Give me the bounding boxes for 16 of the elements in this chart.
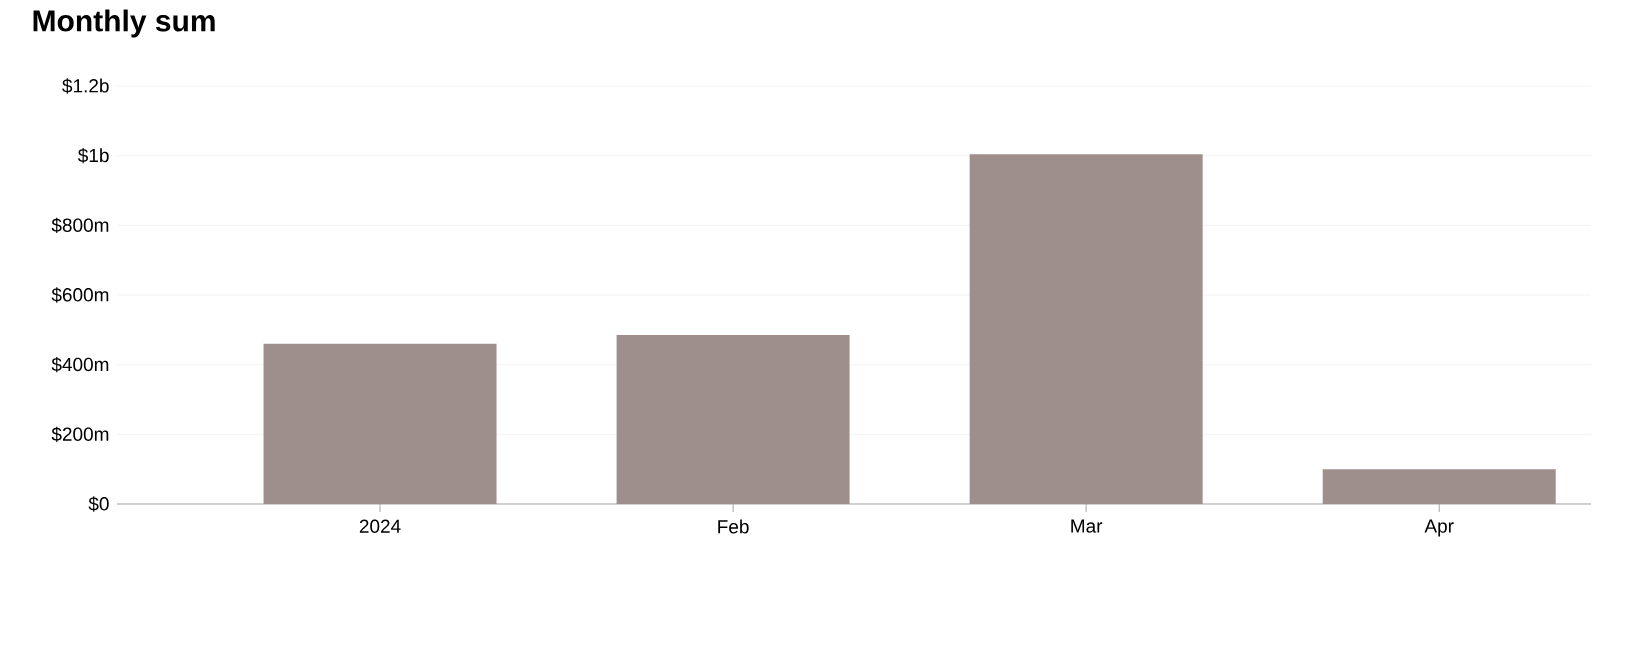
bar bbox=[616, 335, 850, 504]
bar bbox=[1322, 469, 1556, 504]
x-tick-label: Apr bbox=[1424, 519, 1454, 537]
y-tick-label: $1b bbox=[77, 147, 109, 164]
bar bbox=[263, 343, 497, 504]
y-tick-label: $800m bbox=[51, 217, 109, 234]
x-tick-label: 2024 bbox=[359, 519, 401, 533]
y-tick-label: $1.2b bbox=[62, 78, 109, 94]
y-tick-label: $400m bbox=[51, 356, 109, 373]
bar bbox=[969, 154, 1203, 504]
x-tick-label: Mar bbox=[1071, 519, 1103, 533]
y-tick-label: $200m bbox=[51, 426, 109, 443]
x-tick-label: Feb bbox=[718, 519, 749, 534]
chart-title: Monthly sum bbox=[33, 9, 215, 38]
y-tick-label: $0 bbox=[88, 496, 109, 512]
y-tick-label: $600m bbox=[51, 287, 109, 303]
